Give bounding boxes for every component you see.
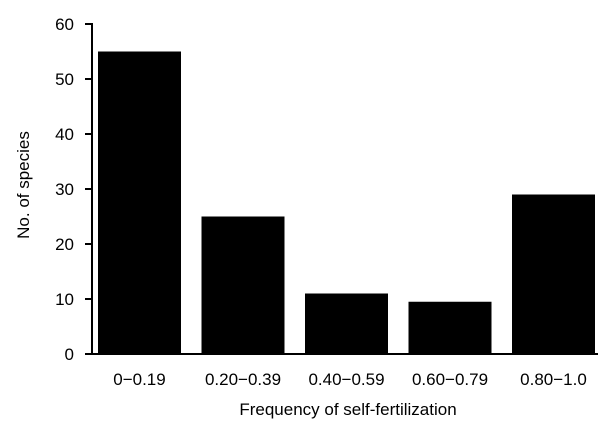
bars bbox=[98, 51, 595, 354]
x-tick-label: 0.40−0.59 bbox=[308, 370, 384, 389]
bar bbox=[98, 51, 181, 354]
x-tick-label: 0.80−1.0 bbox=[520, 370, 587, 389]
y-tick-label: 10 bbox=[55, 290, 74, 309]
x-axis-title: Frequency of self-fertilization bbox=[239, 400, 456, 419]
x-tick-label: 0.60−0.79 bbox=[412, 370, 488, 389]
y-tick-label: 20 bbox=[55, 235, 74, 254]
x-tick-label: 0−0.19 bbox=[113, 370, 165, 389]
y-tick-label: 60 bbox=[55, 15, 74, 34]
bar bbox=[512, 194, 595, 354]
bar bbox=[408, 301, 492, 354]
y-axis: 0 10 20 30 40 50 60 bbox=[55, 15, 93, 364]
y-axis-title: No. of species bbox=[14, 131, 33, 239]
x-tick-label: 0.20−0.39 bbox=[205, 370, 281, 389]
y-tick-label: 40 bbox=[55, 125, 74, 144]
y-tick-label: 0 bbox=[65, 345, 74, 364]
bar bbox=[305, 293, 388, 354]
y-tick-label: 50 bbox=[55, 70, 74, 89]
y-tick-label: 30 bbox=[55, 180, 74, 199]
bar bbox=[201, 216, 285, 354]
x-axis: 0−0.19 0.20−0.39 0.40−0.59 0.60−0.79 0.80−1.… bbox=[91, 353, 598, 389]
